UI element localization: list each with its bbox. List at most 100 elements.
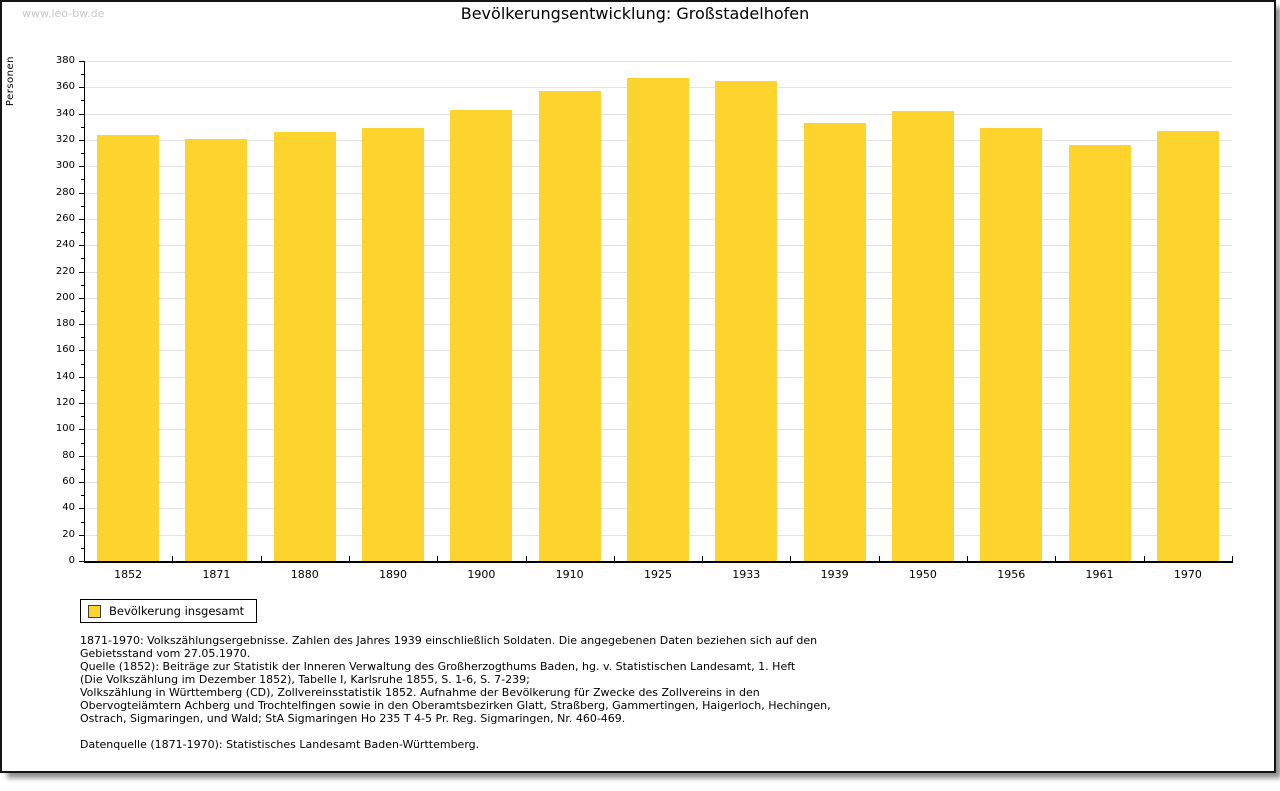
x-axis-boundary-tick: [1232, 556, 1233, 561]
y-axis-tick-label: 380: [55, 55, 75, 66]
x-axis-boundary-tick: [348, 556, 350, 561]
y-axis-major-tick: [79, 429, 84, 431]
bar-1925: [627, 78, 689, 561]
x-axis-tick-label: 1939: [820, 568, 849, 581]
bar-1961: [1068, 145, 1131, 561]
y-axis-minor-tick: [81, 389, 84, 391]
y-axis-minor-tick: [81, 205, 84, 207]
y-axis-major-tick: [79, 218, 84, 220]
bar-1900: [450, 109, 513, 561]
x-axis-tick-label: 1890: [379, 568, 408, 581]
y-axis-tick-label: 0: [68, 555, 75, 566]
y-axis-major-tick: [79, 508, 84, 510]
y-axis-tick-label: 120: [55, 397, 75, 409]
y-axis-tick-label: 80: [62, 449, 75, 461]
y-axis-minor-tick: [81, 311, 84, 312]
bar-1910: [538, 91, 601, 561]
y-axis-major-tick: [79, 534, 84, 536]
y-axis-tick-label: 100: [55, 423, 75, 435]
x-axis-boundary-tick: [967, 556, 969, 561]
y-axis-minor-tick: [81, 468, 84, 470]
y-axis-minor-tick: [81, 100, 84, 102]
x-axis-boundary-tick: [878, 556, 880, 561]
x-axis-tick-label: 1925: [643, 568, 672, 581]
y-axis-major-tick: [79, 271, 84, 273]
source-note-line: (Die Volkszählung im Dezember 1852), Tab…: [80, 673, 530, 686]
x-axis-tick-label: 1961: [1085, 568, 1114, 581]
y-axis-major-tick: [79, 297, 84, 299]
x-axis-tick-label: 1970: [1173, 568, 1202, 581]
source-notes: 1871-1970: Volkszählungsergebnisse. Zahl…: [80, 634, 831, 751]
y-axis-minor-tick: [81, 126, 84, 128]
y-axis-major-tick: [79, 61, 84, 62]
source-note-line: Quelle (1852): Beiträge zur Statistik de…: [80, 660, 796, 673]
bar-1939: [803, 122, 866, 561]
x-axis-boundary-tick: [260, 556, 262, 561]
chart-title: Bevölkerungsentwicklung: Großstadelhofen: [460, 4, 810, 23]
y-axis-minor-tick: [81, 416, 84, 418]
legend-label: Bevölkerung insgesamt: [109, 604, 245, 618]
x-axis-boundary-tick: [613, 556, 615, 561]
x-axis-boundary-tick: [525, 556, 527, 561]
y-axis-tick-label: 260: [55, 212, 75, 224]
y-axis-tick-label: 320: [55, 133, 75, 145]
y-axis-minor-tick: [81, 547, 84, 549]
source-note-spacer: [80, 725, 831, 738]
bar-1880: [273, 132, 336, 561]
y-axis-major-tick: [79, 139, 84, 141]
y-axis-major-tick: [79, 350, 84, 352]
y-axis-tick-label: 60: [62, 476, 75, 488]
y-axis-major-tick: [79, 455, 84, 457]
x-axis-boundary-tick: [1143, 556, 1145, 561]
bar-1933: [715, 80, 778, 561]
y-axis-major-tick: [79, 376, 84, 378]
y-axis-major-tick: [79, 561, 84, 562]
x-axis-boundary-tick: [172, 556, 174, 561]
source-note-line: Gebietsstand vom 27.05.1970.: [80, 647, 251, 660]
y-axis-minor-tick: [81, 284, 84, 286]
source-note-line: Volkszählung in Württemberg (CD), Zollve…: [80, 686, 760, 699]
gridline: [85, 61, 1232, 62]
y-axis-major-tick: [79, 113, 84, 115]
y-axis-tick-label: 360: [55, 81, 75, 93]
plot-area: [84, 61, 1233, 563]
bar-1950: [891, 111, 954, 561]
x-axis-tick-label: 1933: [732, 568, 761, 581]
bar-1956: [980, 128, 1043, 561]
y-axis-tick-label: 160: [55, 344, 75, 356]
x-axis-tick-label: 1852: [114, 568, 143, 581]
y-axis-major-tick: [79, 166, 84, 168]
bar-1890: [362, 128, 425, 561]
y-axis-minor-tick: [81, 179, 84, 181]
y-axis-tick-label: 280: [55, 186, 75, 198]
y-axis-tick-label: 300: [55, 160, 75, 172]
y-axis-major-tick: [79, 403, 84, 405]
y-axis-minor-tick: [81, 153, 84, 155]
x-axis-tick-label: 1910: [555, 568, 584, 581]
source-note-line: 1871-1970: Volkszählungsergebnisse. Zahl…: [80, 634, 818, 647]
y-axis-minor-tick: [81, 258, 84, 260]
y-axis-minor-tick: [81, 363, 84, 365]
x-axis-boundary-tick: [1055, 556, 1057, 561]
y-axis-major-tick: [79, 324, 84, 326]
y-axis-tick-label: 20: [62, 528, 75, 540]
source-note-line: Obervogteiämtern Achberg und Trochtelfin…: [80, 699, 831, 712]
y-axis-minor-tick: [81, 495, 84, 497]
x-axis-boundary-tick: [790, 556, 792, 561]
y-axis-major-tick: [79, 87, 84, 89]
x-axis-tick-label: 1880: [290, 568, 319, 581]
y-axis-minor-tick: [81, 337, 84, 339]
y-axis-minor-tick: [81, 442, 84, 444]
source-note-line: Datenquelle (1871-1970): Statistisches L…: [80, 738, 480, 751]
legend-color-swatch-icon: [88, 604, 101, 618]
y-axis-major-tick: [79, 192, 84, 194]
x-axis-tick-label: 1950: [908, 568, 937, 581]
y-axis-tick-label: 40: [62, 502, 75, 514]
legend: Bevölkerung insgesamt: [80, 599, 258, 623]
x-axis-tick-label: 1956: [997, 568, 1026, 581]
y-axis-minor-tick: [81, 521, 84, 523]
source-note-line: Ostrach, Sigmaringen, und Wald; StA Sigm…: [80, 712, 626, 725]
x-axis-boundary-tick: [702, 556, 704, 561]
y-axis-minor-tick: [81, 232, 84, 234]
